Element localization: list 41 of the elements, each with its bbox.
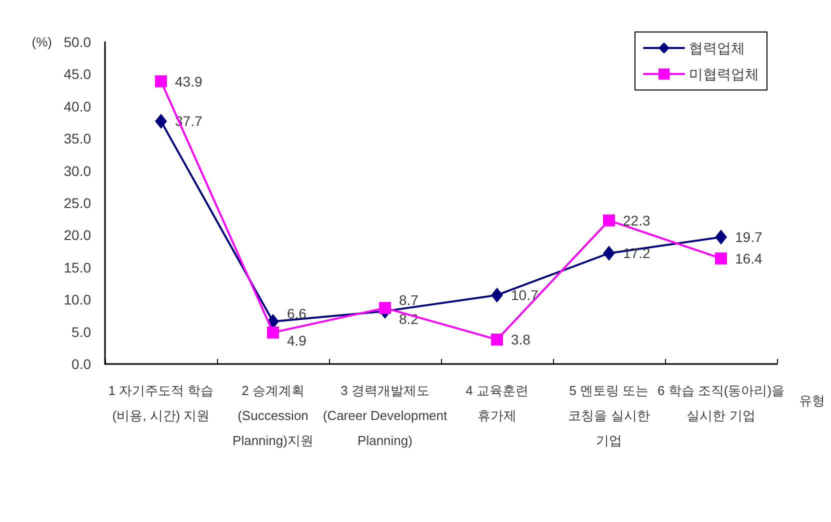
- data-label: 19.7: [735, 229, 762, 246]
- y-tick-label: 15.0: [64, 259, 92, 276]
- data-label: 10.7: [511, 287, 538, 304]
- x-tick-label: 2 승계계획 (Succession Planning)지원: [232, 383, 314, 448]
- point: [603, 246, 615, 261]
- data-label: 43.9: [175, 73, 202, 90]
- y-tick-label: 35.0: [64, 130, 92, 147]
- data-label: 16.4: [735, 250, 762, 266]
- legend-label: 협력업체: [689, 40, 745, 56]
- data-label: 8.7: [399, 292, 419, 308]
- point: [491, 334, 503, 346]
- y-tick-label: 30.0: [64, 162, 92, 179]
- data-label: 4.9: [287, 332, 307, 348]
- y-tick-label: 0.0: [72, 356, 92, 372]
- x-tick-label: 5 멘토링 또는 코칭을 실시한 기업: [568, 383, 650, 448]
- x-tick-label: 6 학습 조직(동아리)을 실시한 기업: [657, 383, 785, 423]
- y-tick-label: 40.0: [64, 98, 92, 114]
- y-tick-label: 5.0: [72, 324, 92, 340]
- point: [155, 114, 167, 129]
- x-tick-label: 3 경력개발제도 (Career Development Planning): [322, 383, 448, 448]
- x-tick-label: 1 자기주도적 학습 (비용, 시간) 지원: [108, 383, 214, 423]
- point: [267, 326, 279, 338]
- y-tick-label: 25.0: [64, 195, 92, 211]
- data-label: 17.2: [623, 245, 650, 262]
- point: [715, 252, 727, 264]
- point: [379, 302, 391, 314]
- point: [603, 214, 615, 226]
- point: [155, 75, 167, 88]
- y-tick-label: 10.0: [64, 292, 92, 308]
- data-label: 22.3: [623, 212, 650, 228]
- y-tick-label: 20.0: [64, 227, 92, 244]
- data-label: 6.6: [287, 305, 307, 322]
- y-axis-title: (%): [32, 34, 52, 50]
- x-tick-label: 4 교육훈련 휴가제: [466, 383, 528, 423]
- y-tick-label: 45.0: [64, 66, 92, 82]
- point: [491, 288, 503, 303]
- data-label: 3.8: [511, 332, 531, 348]
- y-tick-label: 50.0: [64, 34, 92, 50]
- point: [715, 230, 727, 245]
- x-axis-title: 유형: [799, 393, 825, 408]
- legend-label: 미협력업체: [689, 66, 759, 82]
